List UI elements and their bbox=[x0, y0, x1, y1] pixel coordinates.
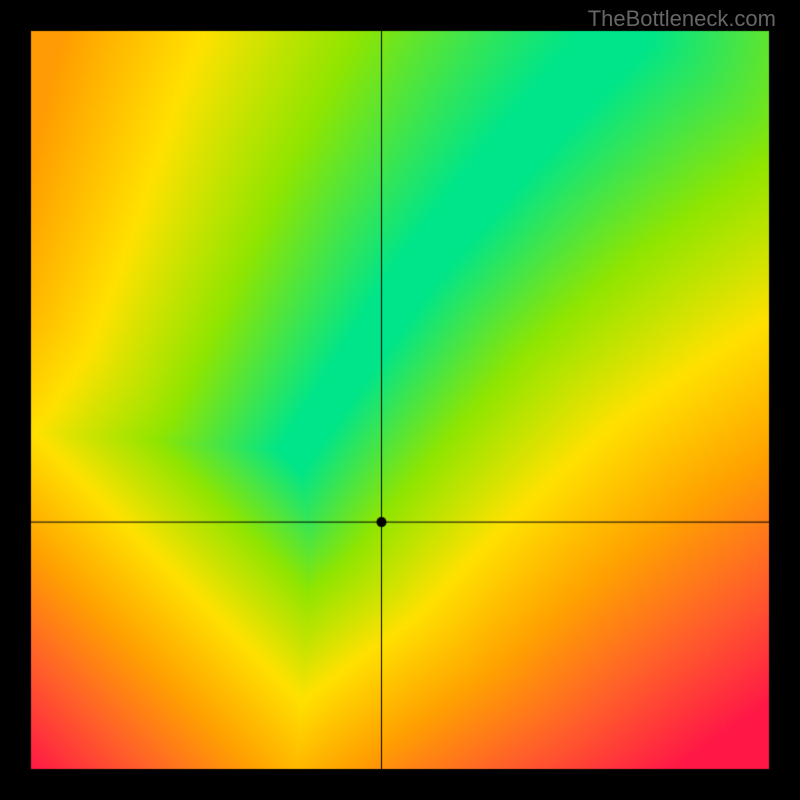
watermark-text: TheBottleneck.com bbox=[588, 6, 776, 32]
heatmap-canvas bbox=[0, 0, 800, 800]
